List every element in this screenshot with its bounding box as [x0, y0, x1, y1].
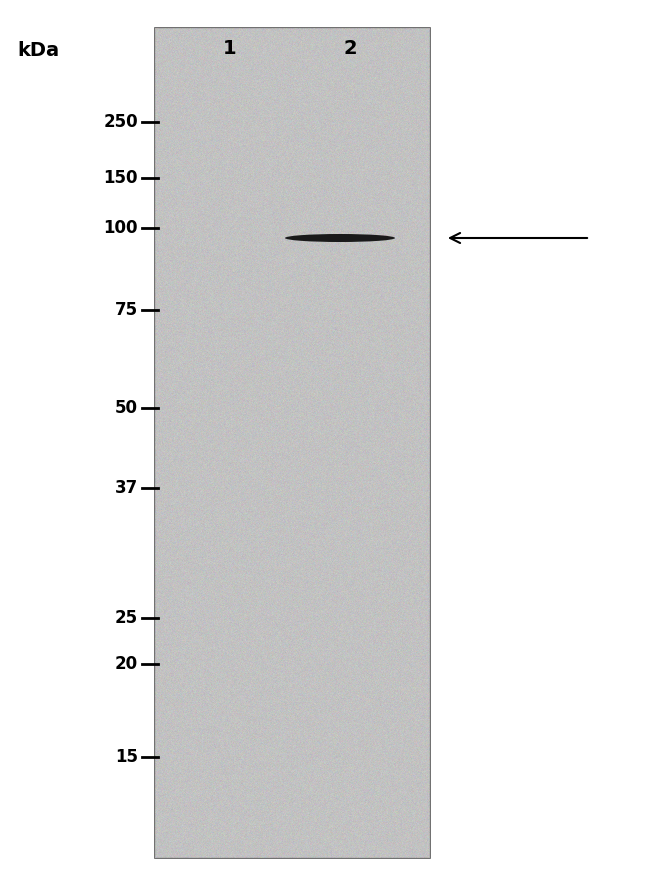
Text: 50: 50 — [115, 399, 138, 417]
Text: 250: 250 — [103, 113, 138, 131]
Text: 100: 100 — [103, 219, 138, 237]
Text: 25: 25 — [115, 609, 138, 627]
Text: 75: 75 — [115, 301, 138, 319]
Text: 1: 1 — [223, 38, 237, 58]
Text: 150: 150 — [103, 169, 138, 187]
Text: 20: 20 — [115, 655, 138, 673]
Text: 2: 2 — [343, 38, 357, 58]
Text: 15: 15 — [115, 748, 138, 766]
Bar — [155, 28, 430, 858]
Text: 37: 37 — [115, 479, 138, 497]
Text: kDa: kDa — [17, 41, 59, 59]
Ellipse shape — [285, 234, 395, 242]
